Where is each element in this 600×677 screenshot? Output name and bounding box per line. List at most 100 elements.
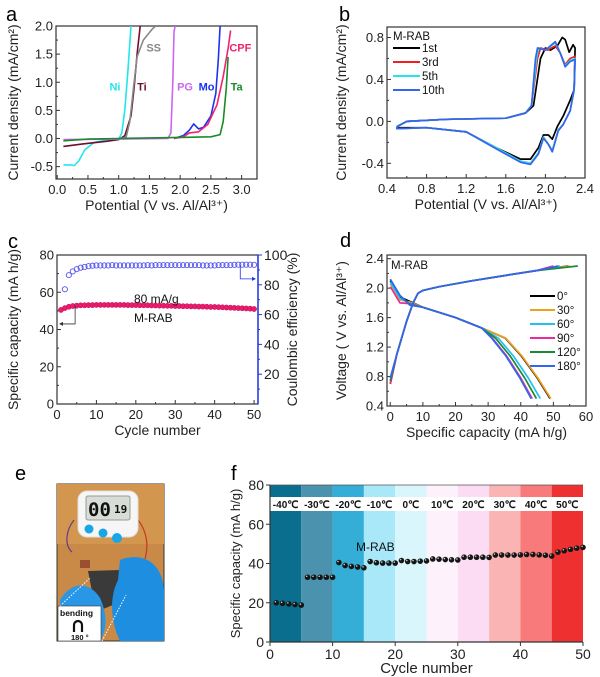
chart-c: 0 10 20 30 40 50 0 20 40 60 80 Cycle number Specific… bbox=[5, 247, 300, 438]
x-tick-label: 1.2 bbox=[457, 181, 475, 196]
ce-point bbox=[251, 261, 258, 268]
capacity-point bbox=[461, 554, 467, 561]
ce-point bbox=[203, 262, 210, 269]
y-tick-label: 1.0 bbox=[35, 75, 53, 90]
legend-label: 90° bbox=[557, 333, 574, 345]
point-highlight bbox=[287, 602, 289, 604]
y-tick-label: 1.2 bbox=[366, 340, 384, 355]
series-label-ta: Ta bbox=[231, 82, 244, 94]
capacity-point bbox=[423, 558, 430, 564]
x-tick-label: 0.5 bbox=[79, 182, 97, 197]
point-highlight bbox=[393, 561, 396, 563]
point-highlight bbox=[374, 560, 377, 563]
x-tick-label: 50 bbox=[247, 407, 261, 422]
legend-label: 120° bbox=[557, 347, 581, 359]
capacity-point bbox=[573, 545, 580, 551]
temperature-label: 10℃ bbox=[431, 500, 453, 511]
series-label-cpf: CPF bbox=[229, 42, 251, 54]
bending-angle: 180 ° bbox=[71, 633, 89, 642]
point-highlight bbox=[474, 555, 477, 558]
capacity-point bbox=[398, 557, 405, 564]
y-tick-label: 0.8 bbox=[366, 30, 384, 45]
capacity-point bbox=[354, 564, 361, 570]
point-highlight bbox=[387, 561, 389, 563]
series-line-ss bbox=[118, 26, 157, 140]
point-highlight bbox=[556, 550, 558, 552]
point-highlight bbox=[418, 559, 421, 561]
point-highlight bbox=[575, 546, 577, 548]
point-highlight bbox=[355, 565, 358, 567]
y-tick-label: 0.4 bbox=[366, 399, 384, 414]
point-highlight bbox=[280, 601, 283, 604]
legend-label: 30° bbox=[557, 305, 574, 317]
point-highlight bbox=[424, 559, 427, 561]
ce-point bbox=[243, 261, 250, 268]
ce-point bbox=[180, 262, 187, 269]
ce-point bbox=[144, 262, 151, 269]
y2-tick-label: 100 bbox=[264, 247, 288, 263]
ce-point bbox=[187, 262, 195, 269]
x-tick-label: 2.4 bbox=[576, 181, 594, 196]
point-highlight bbox=[368, 559, 371, 562]
temperature-label: 0℃ bbox=[402, 500, 419, 511]
temperature-label-strip bbox=[270, 497, 583, 511]
timer-button-1 bbox=[84, 524, 94, 534]
x-tick-label: 1.5 bbox=[140, 182, 158, 197]
capacity-point bbox=[467, 554, 474, 561]
ce-point bbox=[195, 262, 202, 269]
capacity-point bbox=[498, 552, 505, 558]
temperature-label: 20℃ bbox=[462, 500, 484, 511]
capacity-point bbox=[442, 556, 449, 563]
bending-inset bbox=[57, 605, 102, 642]
point-highlight bbox=[312, 575, 314, 578]
x-axis-label: Cycle number bbox=[114, 422, 201, 438]
x-tick-label: 40 bbox=[514, 409, 528, 424]
y-tick-label: 0 bbox=[256, 634, 264, 650]
ce-point bbox=[184, 262, 191, 269]
ce-point bbox=[136, 262, 143, 269]
ce-point bbox=[219, 262, 226, 269]
capacity-point bbox=[455, 557, 461, 563]
y-tick-label: 40 bbox=[40, 322, 54, 337]
ce-point bbox=[164, 262, 171, 269]
capacity-point bbox=[373, 559, 380, 566]
plot-frame bbox=[386, 26, 586, 179]
y-axis-label: Specific capacity (mA h/g) bbox=[5, 249, 21, 410]
ce-point bbox=[61, 286, 68, 293]
series-line-1st bbox=[396, 36, 576, 160]
alligator-clip bbox=[80, 560, 90, 568]
ce-point bbox=[124, 262, 131, 269]
point-highlight bbox=[568, 547, 571, 550]
capacity-point bbox=[561, 547, 568, 554]
temperature-band bbox=[301, 485, 333, 642]
y-axis-label: Current density (mA/cm²) bbox=[5, 24, 21, 180]
charge-curve bbox=[389, 265, 559, 379]
x-axis-label: Cycle number bbox=[380, 660, 473, 677]
y-tick-label: 2.0 bbox=[35, 19, 53, 34]
point-highlight bbox=[437, 557, 439, 559]
capacity-point bbox=[429, 556, 436, 562]
panel-label-f: f bbox=[231, 463, 237, 485]
point-highlight bbox=[412, 559, 414, 562]
legend-label: 180° bbox=[557, 361, 581, 373]
capacity-point bbox=[473, 554, 480, 561]
y-tick-label: 2.0 bbox=[366, 281, 384, 296]
point-highlight bbox=[506, 553, 508, 555]
legend-title: M-RAB bbox=[391, 260, 428, 272]
y-axis-label: Current density (mA/cm²) bbox=[333, 24, 349, 180]
y-tick-label: 0.4 bbox=[366, 72, 384, 87]
x-tick-label: 1.0 bbox=[110, 182, 128, 197]
annotation-sample: M-RAB bbox=[134, 311, 173, 325]
point-highlight bbox=[468, 555, 471, 558]
y2-tick-label: 20 bbox=[264, 366, 280, 382]
photo-flexible-battery: 00 19 bending 180 ° bbox=[56, 483, 165, 642]
dotted-guide-right bbox=[101, 594, 127, 642]
ce-point bbox=[199, 262, 206, 269]
capacity-point bbox=[386, 560, 392, 566]
timer-seconds: 19 bbox=[114, 503, 127, 516]
ce-point bbox=[113, 262, 120, 269]
ce-point bbox=[148, 262, 155, 269]
capacity-point bbox=[530, 551, 536, 558]
capacity-point bbox=[279, 600, 286, 607]
